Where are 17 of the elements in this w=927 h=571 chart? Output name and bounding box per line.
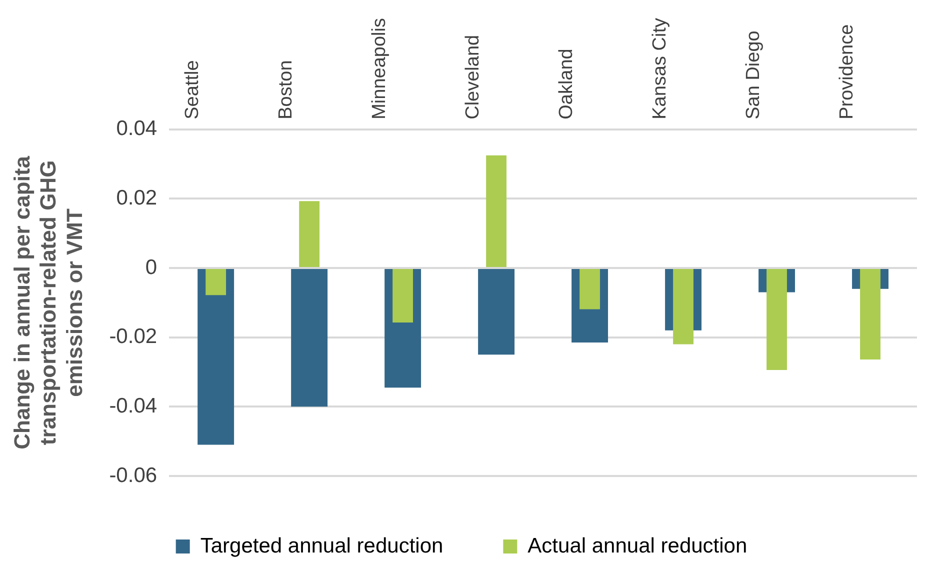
y-axis-title: Change in annual per capita transportation-related GHG emissions or VMT <box>9 155 88 450</box>
y-tick-label: 0.04 <box>116 117 158 140</box>
y-tick-label: 0 <box>145 256 158 279</box>
y-tick-label: -0.04 <box>109 394 158 418</box>
y-tick-label: 0.02 <box>116 186 158 210</box>
x-tick-label: Kansas City <box>650 18 671 120</box>
x-tick-label: Cleveland <box>462 34 484 120</box>
y-tick-label: -0.02 <box>109 325 158 348</box>
x-tick-label: Seattle <box>182 60 204 120</box>
x-tick-label: Boston <box>276 60 297 120</box>
legend-label: Actual annual reduction <box>528 534 748 558</box>
x-tick-label: Minneapolis <box>369 18 390 120</box>
y-tick-label: -0.06 <box>109 464 158 487</box>
x-tick-label: Providence <box>836 24 858 120</box>
x-tick-label: Oakland <box>556 48 578 120</box>
x-tick-label: San Diego <box>743 30 764 120</box>
legend-label: Targeted annual reduction <box>200 534 444 558</box>
